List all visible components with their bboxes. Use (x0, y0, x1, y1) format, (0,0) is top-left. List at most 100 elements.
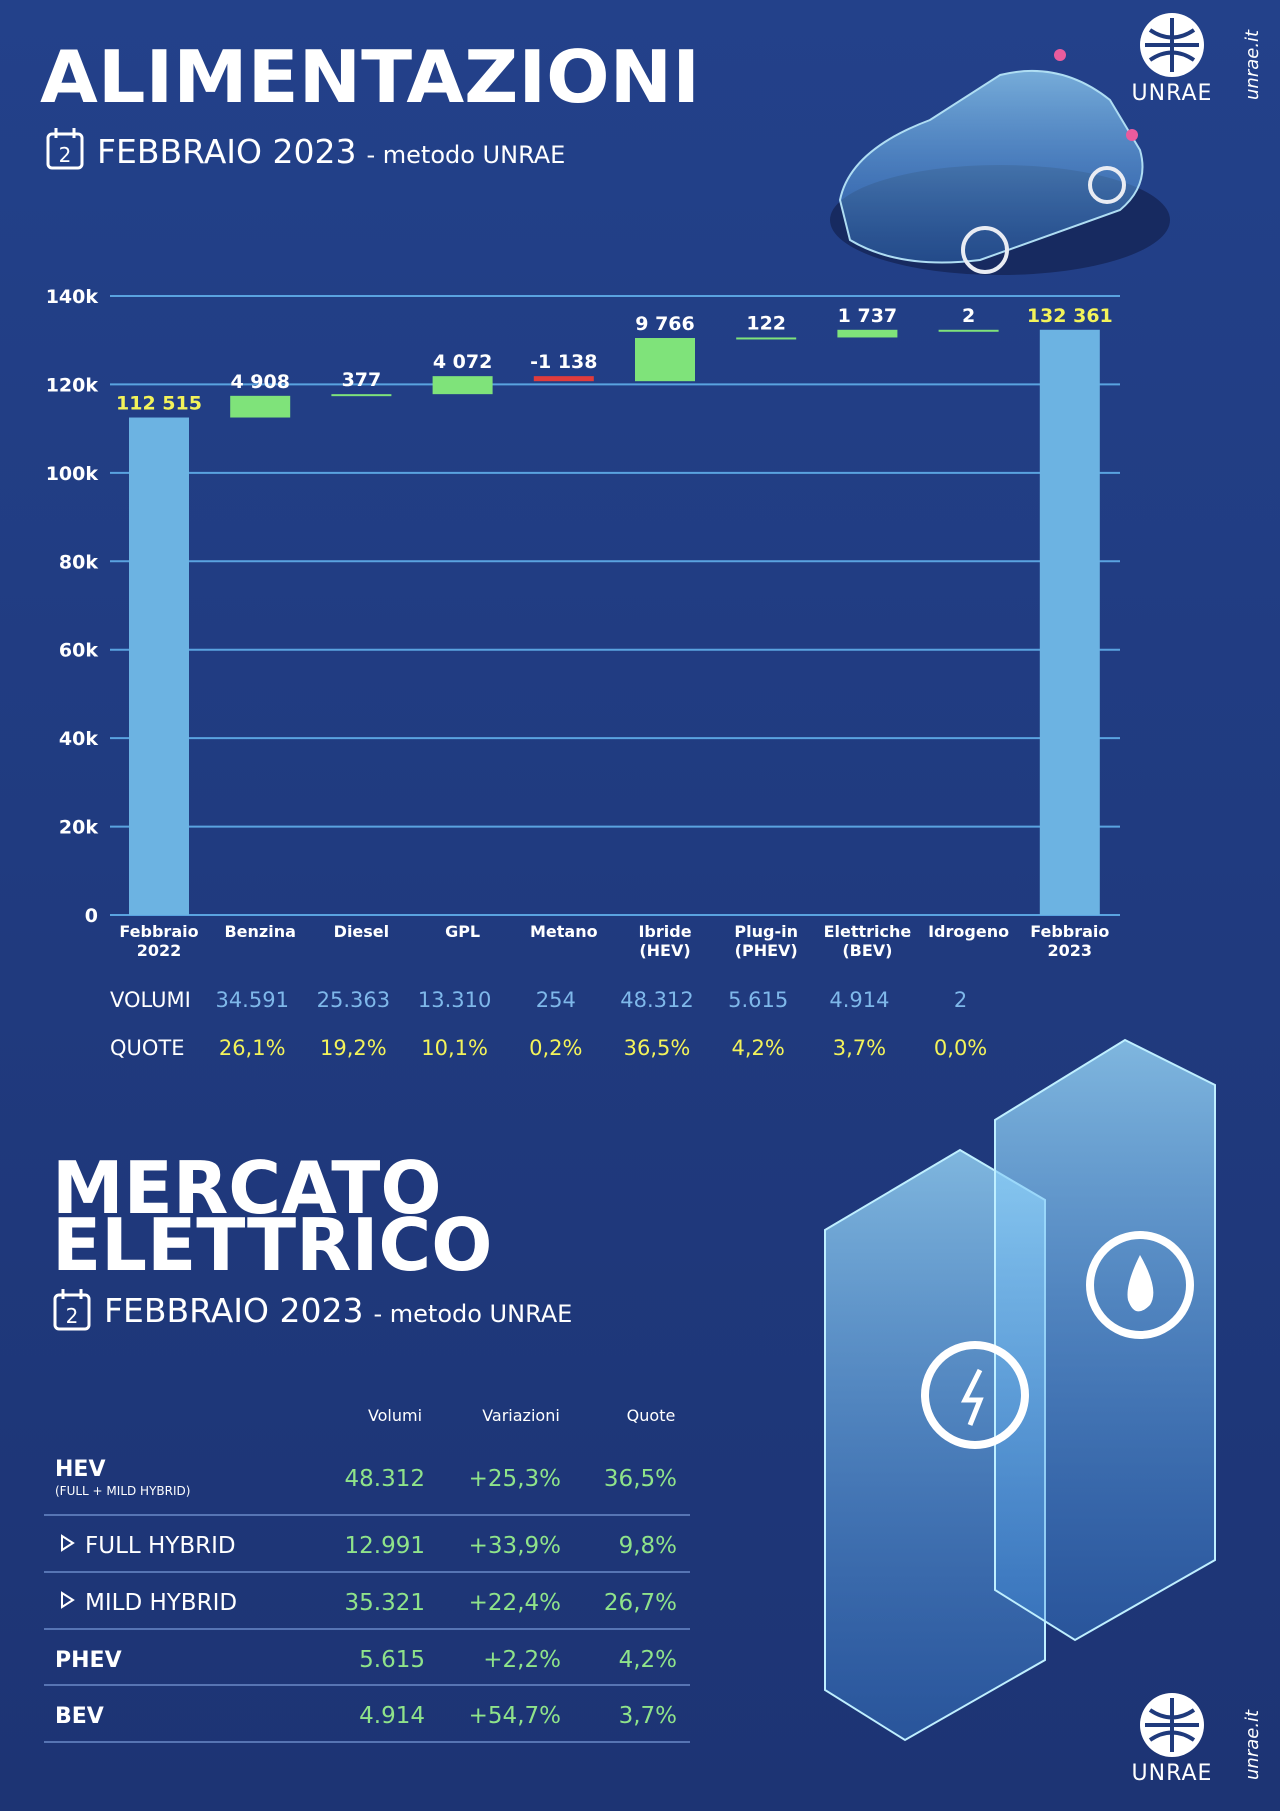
x-tick-label: Febbraio (119, 922, 198, 941)
value-label: 9 766 (635, 313, 695, 335)
bar (533, 376, 594, 382)
share-cell: 0,2% (529, 1036, 582, 1060)
x-tick-label: Febbraio (1030, 922, 1109, 941)
cell: 35.321 (345, 1590, 425, 1616)
y-tick-label: 80k (59, 551, 98, 573)
cell: 4,2% (619, 1647, 677, 1673)
value-label: 2 (962, 305, 975, 327)
calendar-icon (46, 128, 84, 170)
section-title: MERCATO (52, 1146, 442, 1230)
bar (129, 417, 189, 915)
cell: 48.312 (345, 1466, 425, 1492)
period: FEBBRAIO 2023 - metodo UNRAE (97, 132, 565, 171)
logo-text: UNRAE (1132, 1761, 1213, 1786)
pillar-illustration (824, 1038, 1216, 1742)
car-illustration (830, 49, 1170, 275)
value-label: 122 (746, 312, 786, 334)
column-header: Volumi (368, 1406, 422, 1425)
row-label: QUOTE (110, 1036, 185, 1060)
y-tick-label: 100k (46, 463, 99, 485)
value-label: 377 (342, 369, 382, 391)
column-header: Quote (627, 1406, 676, 1425)
period: FEBBRAIO 2023 - metodo UNRAE (104, 1291, 572, 1330)
x-tick-label: Metano (530, 922, 598, 941)
x-tick-label: GPL (445, 922, 480, 941)
cell: 36,5% (604, 1466, 677, 1492)
bar (331, 394, 392, 397)
volume-cell: 34.591 (215, 988, 288, 1012)
cell: 26,7% (604, 1590, 677, 1616)
volume-cell: 48.312 (620, 988, 693, 1012)
cell: 5.615 (359, 1647, 425, 1673)
y-tick-label: 60k (59, 640, 98, 662)
method: - metodo UNRAE (373, 1300, 572, 1328)
column-header: Variazioni (482, 1406, 560, 1425)
share-cell: 10,1% (421, 1036, 488, 1060)
title: ALIMENTAZIONI (40, 35, 700, 119)
x-tick-label: (PHEV) (735, 941, 798, 960)
share-cell: 0,0% (934, 1036, 987, 1060)
row-sublabel: (FULL + MILD HYBRID) (55, 1484, 190, 1498)
share-cell: 4,2% (732, 1036, 785, 1060)
row-label: BEV (55, 1704, 104, 1729)
summary-table: VOLUMI QUOTE 34.591 25.363 13.310 254 48.312 5.… (110, 988, 987, 1060)
logo-bottom: UNRAE unrae.it (1132, 1693, 1263, 1786)
calendar-day: 2 (66, 1304, 79, 1328)
logo-top: UNRAE unrae.it (1132, 13, 1263, 106)
bar (1039, 329, 1100, 916)
waterfall-chart: 0 20k 40k 60k 80k 100k 120k 140k 112 515 Febbraio… (46, 286, 1120, 960)
row-marker (61, 1591, 75, 1609)
share-cell: 19,2% (320, 1036, 387, 1060)
y-tick-label: 20k (59, 817, 98, 839)
row-label: VOLUMI (110, 988, 191, 1012)
y-tick-label: 40k (59, 728, 98, 750)
cell: +25,3% (469, 1466, 561, 1492)
row-label: MILD HYBRID (85, 1590, 237, 1616)
volume-cell: 5.615 (728, 988, 788, 1012)
site-text: unrae.it (1242, 29, 1263, 100)
x-tick-label: Diesel (334, 922, 389, 941)
value-label: 4 072 (433, 351, 493, 373)
method: - metodo UNRAE (366, 141, 565, 169)
x-tick-label: Idrogeno (928, 922, 1009, 941)
volume-cell: 13.310 (418, 988, 491, 1012)
value-label: 112 515 (116, 393, 202, 415)
market-table: Volumi Variazioni Quote HEV (FULL + MILD… (44, 1406, 690, 1743)
calendar-icon (53, 1289, 91, 1331)
x-tick-label: Benzina (224, 922, 295, 941)
section-title: ELETTRICO (52, 1203, 492, 1287)
share-cell: 26,1% (219, 1036, 286, 1060)
cell: 4.914 (359, 1703, 425, 1729)
value-label: -1 138 (530, 351, 597, 373)
row-label: PHEV (55, 1648, 122, 1673)
value-label: 4 908 (230, 371, 290, 393)
row-marker (61, 1534, 75, 1552)
share-cell: 36,5% (624, 1036, 691, 1060)
site-text: unrae.it (1242, 1709, 1263, 1780)
bar (635, 338, 695, 382)
logo-text: UNRAE (1132, 81, 1213, 106)
cell: 12.991 (345, 1533, 425, 1559)
cell: 9,8% (619, 1533, 677, 1559)
x-tick-label: (BEV) (842, 941, 892, 960)
volume-cell: 2 (954, 988, 967, 1012)
period-text: FEBBRAIO 2023 (104, 1291, 363, 1330)
cell: +2,2% (483, 1647, 561, 1673)
period-text: FEBBRAIO 2023 (97, 132, 356, 171)
volume-cell: 4.914 (829, 988, 889, 1012)
value-label: 132 361 (1027, 305, 1113, 327)
cell: +33,9% (469, 1533, 561, 1559)
x-tick-label: 2022 (137, 941, 182, 960)
x-tick-label: Elettriche (824, 922, 912, 941)
bar (230, 395, 291, 418)
x-tick-label: (HEV) (639, 941, 690, 960)
bar (432, 376, 493, 395)
bar (938, 329, 999, 332)
y-tick-label: 140k (46, 286, 99, 308)
y-tick-label: 0 (85, 905, 98, 927)
volume-cell: 254 (536, 988, 576, 1012)
row-label: HEV (55, 1457, 105, 1482)
cell: 3,7% (619, 1703, 677, 1729)
